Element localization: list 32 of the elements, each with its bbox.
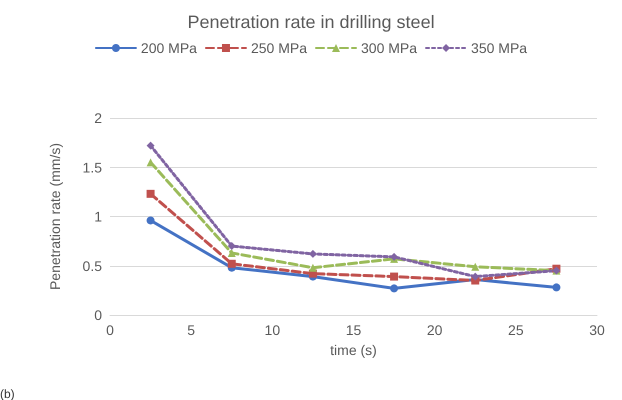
- point: [146, 190, 155, 198]
- point: [228, 248, 236, 257]
- y-tick-label: 2: [94, 110, 102, 126]
- chart-title: Penetration rate in drilling steel: [187, 12, 435, 32]
- point: [308, 264, 317, 272]
- y-tick-label: 1: [94, 208, 102, 224]
- x-axis-title: time (s): [330, 342, 377, 358]
- y-tick-label: 1.5: [82, 159, 102, 176]
- point: [552, 283, 560, 292]
- legend-label: 300 MPa: [361, 40, 418, 56]
- y-tick-label: 0: [94, 307, 102, 323]
- x-tick-label: 10: [264, 322, 280, 338]
- legend-label: 200 MPa: [140, 40, 198, 56]
- x-tick-label: 30: [589, 322, 605, 338]
- point: [228, 260, 236, 268]
- x-tick-label: 5: [187, 322, 196, 338]
- point: [390, 284, 398, 292]
- x-tick-label: 15: [346, 322, 362, 338]
- x-tick-label: 25: [508, 322, 524, 338]
- point: [146, 216, 155, 224]
- point: [390, 272, 398, 281]
- legend-label: 250 MPa: [250, 40, 308, 56]
- x-tick-label: 20: [426, 322, 443, 338]
- point: [308, 250, 317, 258]
- point: [471, 272, 480, 281]
- y-tick-label: 0.5: [82, 258, 102, 274]
- point: [228, 242, 236, 250]
- point: [471, 262, 480, 271]
- x-tick-label: 0: [106, 322, 114, 338]
- legend-label: 350 MPa: [471, 40, 528, 56]
- point: [146, 142, 155, 150]
- y-axis-title: Penetration rate (mm/s): [47, 142, 63, 290]
